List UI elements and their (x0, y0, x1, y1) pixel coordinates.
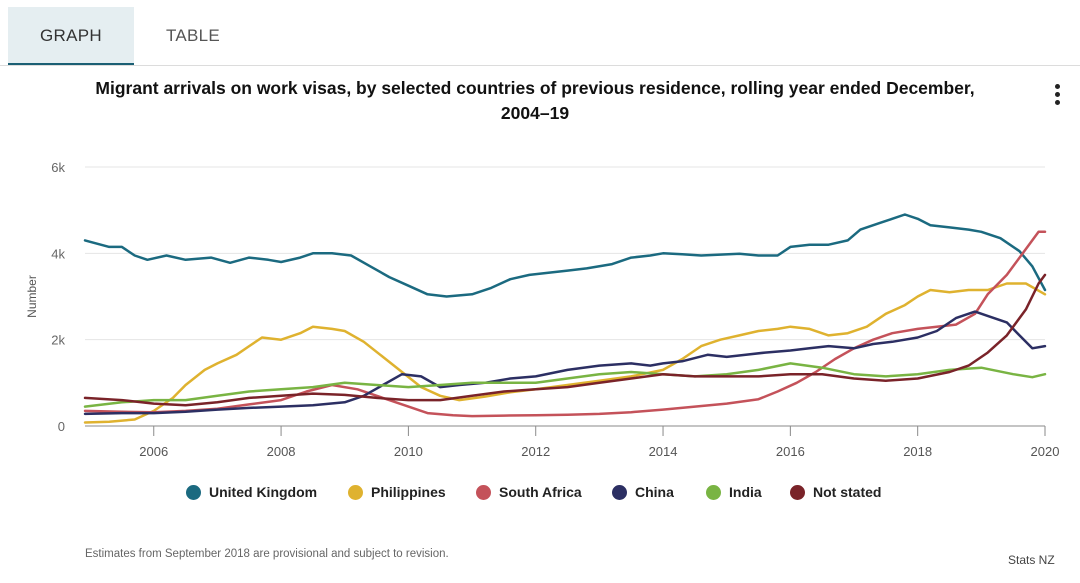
tab-table[interactable]: TABLE (165, 26, 221, 45)
x-tick-label: 2014 (649, 444, 678, 459)
series-line-china (83, 310, 1047, 416)
chart-title-line1: Migrant arrivals on work visas, by selec… (95, 78, 975, 98)
legend-marker (706, 484, 721, 500)
series-line-not-stated (83, 273, 1047, 407)
footer-note: Estimates from September 2018 are provis… (85, 548, 449, 560)
legend-item-south-africa[interactable]: South Africa (476, 480, 582, 504)
legend-item-china[interactable]: China (612, 480, 674, 504)
x-tick-label: 2018 (903, 444, 932, 459)
legend-marker (186, 484, 201, 500)
chart-title-line2: 2004–19 (500, 103, 570, 123)
more-vertical-icon[interactable] (1048, 82, 1066, 108)
footer-credit: Stats NZ (1008, 553, 1055, 567)
line-chart: 0 2k 4k 6k 2006 2008 2010 2012 2014 2016 2018 2020 N… (25, 160, 1060, 459)
legend-label: South Africa (499, 484, 582, 500)
legend-marker (612, 484, 627, 500)
legend-label: China (635, 484, 674, 500)
y-tick-label: 0 (58, 419, 65, 434)
legend-item-india[interactable]: India (706, 480, 762, 504)
x-tick-label: 2010 (394, 444, 423, 459)
y-tick-label: 6k (51, 160, 65, 175)
chart-title: Migrant arrivals on work visas, by selec… (40, 76, 1030, 126)
series-line-india (83, 362, 1047, 408)
legend-label: Philippines (371, 484, 446, 500)
legend-item-philippines[interactable]: Philippines (348, 480, 446, 504)
legend-label: United Kingdom (209, 484, 318, 500)
legend-marker (476, 484, 491, 500)
x-tick-label: 2020 (1031, 444, 1060, 459)
x-tick-label: 2016 (776, 444, 805, 459)
y-tick-label: 2k (51, 333, 65, 348)
chart-legend: United Kingdom Philippines South Africa Chi… (0, 480, 1080, 506)
series-line-united-kingdom (83, 213, 1047, 298)
legend-marker (348, 484, 363, 500)
legend-item-united-kingdom[interactable]: United Kingdom (186, 480, 317, 504)
legend-label: Not stated (813, 484, 882, 500)
x-tick-label: 2008 (267, 444, 296, 459)
tab-bar: GRAPH TABLE (0, 0, 1080, 66)
x-tick-label: 2012 (521, 444, 550, 459)
x-tick-label: 2006 (139, 444, 168, 459)
legend-label: India (729, 484, 762, 500)
y-tick-label: 4k (51, 246, 65, 261)
y-axis-label: Number (25, 275, 39, 318)
tab-divider (0, 65, 1080, 66)
legend-marker (790, 484, 805, 500)
tab-graph[interactable]: GRAPH (8, 7, 134, 66)
legend-item-not-stated[interactable]: Not stated (790, 480, 881, 504)
